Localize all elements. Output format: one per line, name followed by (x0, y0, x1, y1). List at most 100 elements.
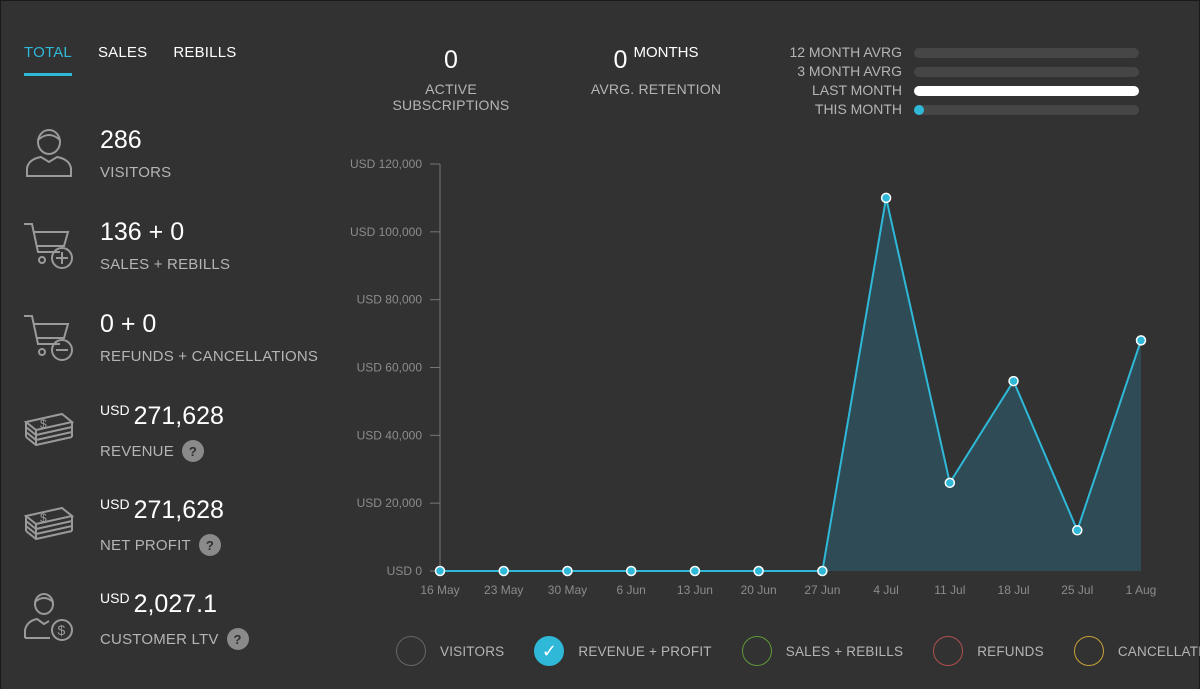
legend-visitors-label: VISITORS (440, 643, 505, 659)
data-point (689, 565, 701, 577)
revenue-help-icon[interactable]: ? (181, 440, 204, 462)
x-tick-label: 23 May (484, 583, 523, 597)
revenue-value: USD 271,628 (100, 402, 224, 430)
x-tick-label: 1 Aug (1126, 583, 1157, 597)
x-tick-label: 18 Jul (998, 583, 1030, 597)
legend-refunds[interactable]: REFUNDS (933, 636, 1044, 666)
avg-this-month-track (914, 105, 1139, 115)
legend-sales-rebills-label: SALES + REBILLS (785, 643, 904, 659)
user-icon (26, 129, 72, 177)
money-stack-icon: $ (23, 506, 75, 541)
legend-revenue-profit[interactable]: ✓ REVENUE + PROFIT (534, 636, 712, 666)
avg-3-month-label: 3 MONTH AVRG (797, 63, 902, 79)
ltv-label: CUSTOMER LTV? (100, 628, 249, 650)
customer-dollar-icon: $ (24, 593, 73, 641)
y-tick-label: USD 0 (387, 564, 423, 578)
data-point (817, 565, 828, 577)
avg-last-month-label: LAST MONTH (812, 82, 902, 98)
avg-12-month-label: 12 MONTH AVRG (789, 44, 902, 60)
data-point (625, 565, 637, 577)
revenue-currency: USD (100, 402, 130, 418)
legend-sales-rebills-toggle[interactable] (741, 636, 772, 666)
legend-cancellations[interactable]: CANCELLATIONS (1073, 636, 1200, 666)
check-icon: ✓ (541, 640, 557, 661)
ltv-help-icon[interactable]: ? (226, 628, 249, 650)
avg-this-month: THIS MONTH (760, 101, 1140, 117)
data-point (1008, 375, 1019, 387)
cart-remove-icon (24, 315, 73, 361)
tab-rebills[interactable]: REBILLS (173, 44, 237, 61)
x-tick-label: 25 Jul (1061, 583, 1093, 597)
sales-label: SALES + REBILLS (100, 256, 231, 273)
data-point (1072, 525, 1083, 536)
subscriptions-label: ACTIVE SUBSCRIPTIONS (392, 81, 510, 113)
legend-revenue-profit-label: REVENUE + PROFIT (578, 643, 712, 659)
net-profit-value: USD 271,628 (100, 496, 224, 524)
cart-add-icon (24, 223, 73, 269)
revenue-line (440, 197, 1142, 572)
data-point (434, 565, 446, 577)
legend-cancellations-toggle[interactable] (1073, 636, 1104, 666)
svg-text:$: $ (58, 622, 66, 638)
avg-3-month-track (914, 67, 1139, 77)
retention-unit: MONTHS (633, 44, 699, 61)
y-tick-label: USD 80,000 (357, 293, 423, 307)
revenue-label: REVENUE? (100, 440, 204, 462)
net-profit-currency: USD (100, 496, 130, 512)
metric-active-subscriptions: 0 ACTIVE SUBSCRIPTIONS (366, 46, 536, 113)
y-tick-label: USD 100,000 (350, 225, 422, 239)
tab-sales[interactable]: SALES (97, 44, 148, 61)
data-point (753, 565, 764, 577)
avg-last-month-fill (914, 86, 1139, 96)
x-tick-label: 11 Jul (934, 583, 965, 597)
stat-customer-ltv: $ USD 2,027.1 CUSTOMER LTV? (22, 590, 322, 670)
x-tick-label: 16 May (420, 583, 459, 597)
data-point (880, 192, 892, 204)
retention-value: 0 MONTHS (613, 44, 699, 74)
y-tick-label: USD 20,000 (357, 496, 423, 510)
money-stack-icon: $ (23, 412, 75, 447)
avg-last-month-track (914, 86, 1139, 96)
data-point (1135, 335, 1147, 346)
data-point (562, 565, 573, 577)
chart-legend: VISITORS ✓ REVENUE + PROFIT SALES + REBI… (396, 636, 1200, 666)
sales-value: 136 + 0 (100, 218, 185, 246)
revenue-area (440, 197, 1141, 571)
avg-12-month: 12 MONTH AVRG (760, 44, 1140, 60)
avg-12-month-track (914, 48, 1139, 58)
svg-text:$: $ (40, 417, 47, 431)
legend-sales-rebills[interactable]: SALES + REBILLS (741, 636, 904, 666)
x-tick-label: 20 Jun (741, 583, 777, 597)
y-tick-label: USD 60,000 (357, 361, 423, 375)
ltv-currency: USD (100, 590, 130, 606)
tab-total[interactable]: TOTAL (24, 44, 72, 76)
x-tick-label: 30 May (548, 583, 587, 597)
legend-revenue-profit-toggle[interactable]: ✓ (534, 636, 565, 666)
retention-label: AVRG. RETENTION (590, 81, 722, 97)
stat-visitors: 286 VISITORS (22, 126, 322, 206)
stat-sales-rebills: 136 + 0 SALES + REBILLS (22, 218, 322, 298)
legend-cancellations-label: CANCELLATIONS (1117, 643, 1200, 659)
x-tick-label: 27 Jun (804, 583, 840, 597)
legend-visitors[interactable]: VISITORS (396, 636, 504, 666)
svg-text:$: $ (40, 511, 47, 525)
avg-last-month: LAST MONTH (760, 82, 1140, 98)
avg-3-month: 3 MONTH AVRG (760, 63, 1140, 79)
subscriptions-value: 0 (444, 46, 458, 74)
legend-visitors-toggle[interactable] (396, 636, 426, 666)
y-tick-label: USD 120,000 (350, 157, 422, 171)
legend-refunds-toggle[interactable] (933, 636, 964, 666)
data-point (944, 477, 956, 489)
visitors-label: VISITORS (100, 164, 172, 181)
net-profit-help-icon[interactable]: ? (198, 534, 221, 556)
revenue-chart: USD 0 USD 20,000 USD 40,000 USD 60,000 USD 8… (350, 157, 1157, 597)
legend-refunds-label: REFUNDS (977, 643, 1044, 659)
refunds-value: 0 + 0 (100, 310, 157, 338)
visitors-value: 286 (100, 126, 142, 154)
x-tick-label: 4 Jul (873, 583, 898, 597)
view-tabs: TOTAL SALES REBILLS (24, 44, 262, 76)
net-profit-label: NET PROFIT? (100, 534, 221, 556)
ltv-value: USD 2,027.1 (100, 590, 217, 618)
refunds-label: REFUNDS + CANCELLATIONS (100, 348, 319, 365)
avg-this-month-fill (914, 105, 924, 115)
